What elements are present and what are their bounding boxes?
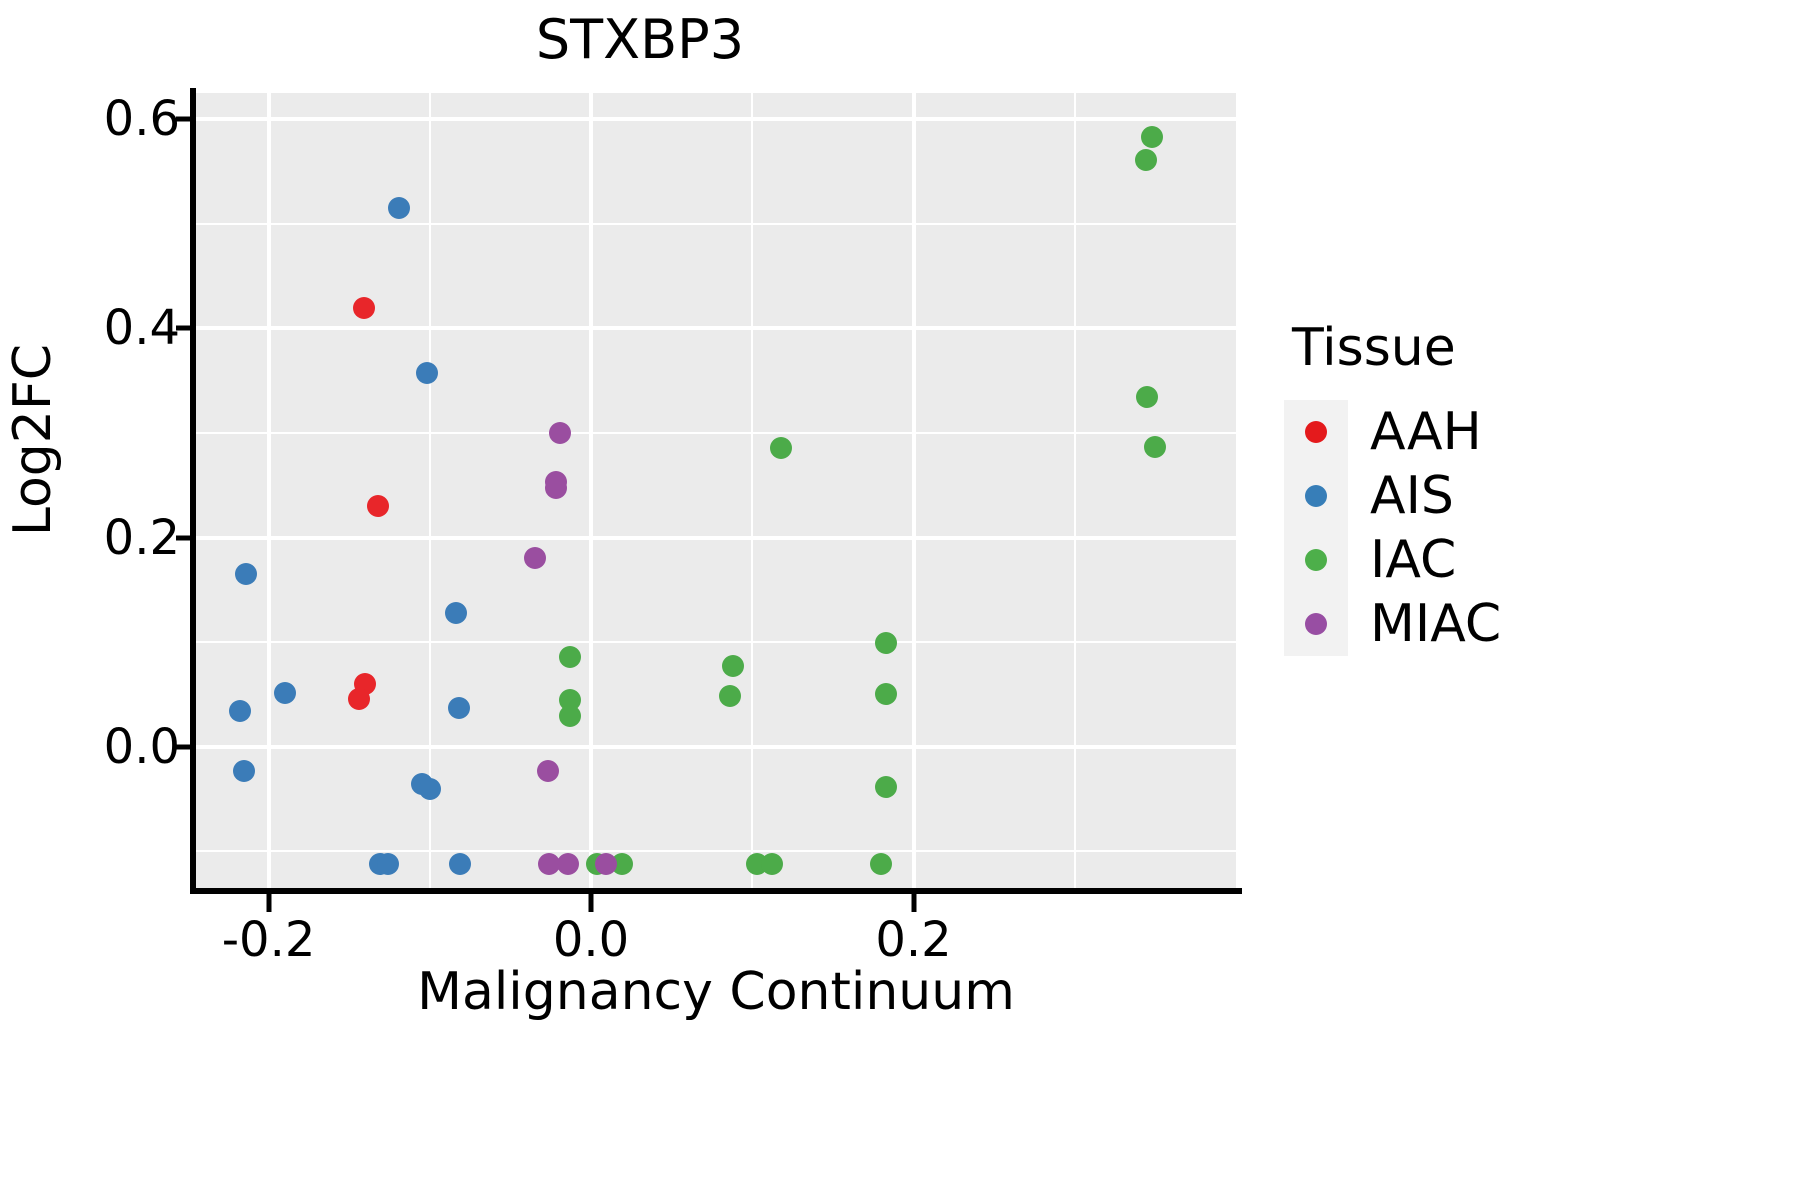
y-axis-title: Log2FC: [3, 343, 63, 537]
data-point-ais: [447, 697, 470, 720]
data-point-iac: [1134, 148, 1157, 171]
legend-item-iac[interactable]: IAC: [1284, 528, 1784, 592]
data-point-ais: [273, 682, 296, 705]
data-point-iac: [760, 852, 783, 875]
data-point-ais: [444, 601, 467, 624]
gridline-major-horizontal: [196, 744, 1236, 749]
chart-title: STXBP3: [535, 8, 745, 71]
gridline-minor-horizontal: [196, 222, 1236, 225]
y-tick-label: 0.6: [103, 91, 180, 148]
legend-item-label: MIAC: [1370, 594, 1502, 654]
y-tick-mark: [176, 744, 192, 750]
legend-item-label: IAC: [1370, 530, 1457, 590]
data-point-iac: [1136, 386, 1159, 409]
data-point-iac: [875, 632, 898, 655]
data-point-ais: [388, 197, 411, 220]
legend-item-ais[interactable]: AIS: [1284, 464, 1784, 528]
legend-key-swatch: [1284, 400, 1348, 464]
y-tick-mark: [176, 116, 192, 122]
gridline-minor-vertical: [1073, 93, 1076, 888]
gridline-major-vertical: [911, 93, 916, 888]
gridline-major-horizontal: [196, 535, 1236, 540]
data-point-iac: [875, 683, 898, 706]
x-tick-label: 0.0: [552, 912, 630, 968]
legend-title: Tissue: [1292, 318, 1456, 378]
data-point-iac: [770, 436, 793, 459]
data-point-miac: [538, 852, 561, 875]
x-axis-line: [190, 888, 1242, 894]
data-point-iac: [718, 684, 741, 707]
data-point-aah: [367, 495, 390, 518]
legend-key-swatch: [1284, 464, 1348, 528]
x-tick-label: -0.2: [221, 912, 316, 968]
legend-dot-icon: [1305, 549, 1327, 571]
data-point-iac: [721, 655, 744, 678]
legend-item-miac[interactable]: MIAC: [1284, 592, 1784, 656]
data-point-ais: [234, 563, 257, 586]
data-point-ais: [228, 700, 251, 723]
y-tick-label: 0.4: [103, 300, 180, 357]
legend-dot-icon: [1305, 421, 1327, 443]
legend-item-aah[interactable]: AAH: [1284, 400, 1784, 464]
data-point-miac: [557, 852, 580, 875]
legend-item-label: AIS: [1370, 466, 1454, 526]
data-point-ais: [418, 777, 441, 800]
legend-dot-icon: [1305, 613, 1327, 635]
gridline-major-horizontal: [196, 117, 1236, 122]
data-point-iac: [559, 688, 582, 711]
data-point-miac: [523, 547, 546, 570]
data-point-ais: [376, 852, 399, 875]
gridline-minor-vertical: [428, 93, 431, 888]
data-point-aah: [347, 687, 370, 710]
data-point-iac: [610, 852, 633, 875]
gridline-minor-horizontal: [196, 850, 1236, 853]
x-tick-label: 0.2: [875, 912, 952, 968]
y-tick-mark: [176, 535, 192, 541]
plot-panel: [196, 93, 1236, 888]
data-point-miac: [594, 852, 617, 875]
data-point-iac: [1144, 435, 1167, 458]
legend-key-swatch: [1284, 528, 1348, 592]
data-point-iac: [1141, 125, 1164, 148]
data-point-ais: [233, 759, 256, 782]
gridline-minor-vertical: [751, 93, 754, 888]
x-axis-title: Malignancy Continuum: [417, 962, 1015, 1022]
data-point-iac: [559, 705, 582, 728]
data-point-miac: [549, 421, 572, 444]
data-point-miac: [536, 759, 559, 782]
legend-item-label: AAH: [1370, 402, 1482, 462]
y-axis-line: [190, 88, 196, 893]
data-point-miac: [544, 477, 567, 500]
legend-key-swatch: [1284, 592, 1348, 656]
gridline-major-horizontal: [196, 326, 1236, 331]
data-point-ais: [449, 852, 472, 875]
x-tick-mark: [911, 894, 917, 912]
legend-dot-icon: [1305, 485, 1327, 507]
legend-items: AAH AIS IAC MIAC: [1284, 400, 1784, 656]
x-tick-mark: [588, 894, 594, 912]
gridline-minor-horizontal: [196, 431, 1236, 434]
data-point-iac: [870, 852, 893, 875]
x-tick-mark: [266, 894, 272, 912]
legend: Tissue AAH AIS IAC MIAC: [1284, 318, 1784, 656]
y-tick-label: 0.2: [103, 509, 180, 566]
y-tick-mark: [176, 325, 192, 331]
gridline-major-vertical: [589, 93, 594, 888]
data-point-ais: [415, 362, 438, 385]
gridline-minor-horizontal: [196, 641, 1236, 644]
data-point-aah: [352, 297, 375, 320]
data-point-iac: [875, 775, 898, 798]
data-point-iac: [559, 645, 582, 668]
y-tick-label: 0.0: [103, 718, 180, 775]
gridline-major-vertical: [266, 93, 271, 888]
